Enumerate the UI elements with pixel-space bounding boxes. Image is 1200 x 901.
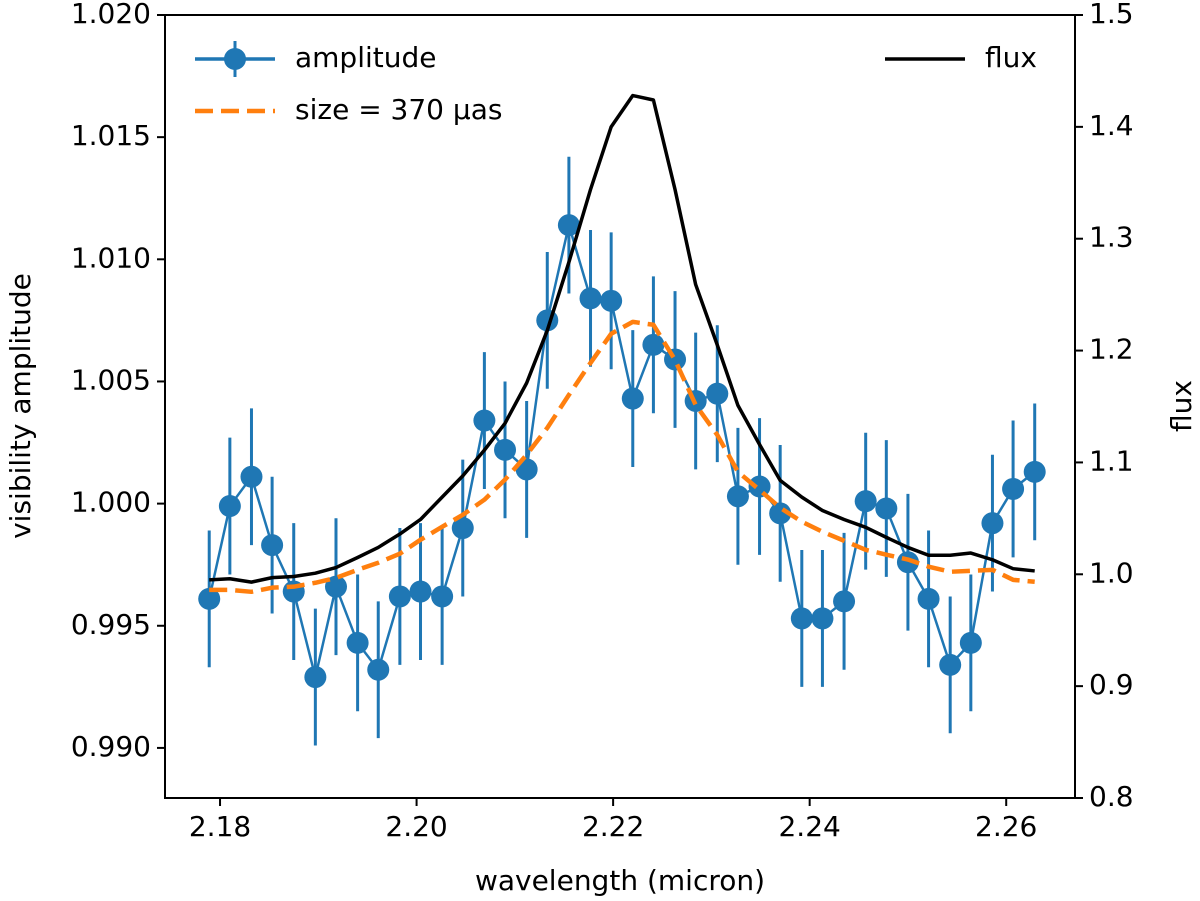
y2-tick-label: 1.0 — [1089, 556, 1134, 589]
y2-tick-label: 0.9 — [1089, 668, 1134, 701]
x-tick-label: 2.18 — [189, 810, 251, 843]
legend-label: amplitude — [295, 41, 437, 74]
data-point — [1023, 460, 1046, 483]
data-point — [790, 607, 813, 630]
data-point — [706, 382, 729, 405]
data-point — [981, 512, 1004, 535]
y-tick-label: 1.015 — [71, 119, 151, 152]
x-tick-label: 2.22 — [582, 810, 644, 843]
legend-label: size = 370 μas — [295, 93, 502, 126]
y2-tick-label: 1.2 — [1089, 333, 1134, 366]
y-axis-label: visibility amplitude — [4, 273, 37, 539]
data-point — [304, 666, 327, 689]
data-point — [875, 497, 898, 520]
series-line — [209, 319, 1035, 595]
data-point — [600, 289, 623, 312]
y-tick-label: 1.020 — [71, 0, 151, 30]
data-point — [431, 585, 454, 608]
y2-tick-label: 1.4 — [1089, 109, 1134, 142]
data-point — [324, 575, 347, 598]
y2-tick-label: 1.3 — [1089, 221, 1134, 254]
data-point — [451, 517, 474, 540]
data-point — [642, 333, 665, 356]
data-point — [261, 534, 284, 557]
data-point — [854, 490, 877, 513]
y2-tick-label: 0.8 — [1089, 780, 1134, 813]
data-point — [621, 387, 644, 410]
data-point — [346, 631, 369, 654]
x-axis-label: wavelength (micron) — [475, 864, 765, 897]
y-tick-label: 1.005 — [71, 363, 151, 396]
data-point — [240, 465, 263, 488]
y-tick-label: 0.990 — [71, 730, 151, 763]
data-point — [917, 587, 940, 610]
data-point — [833, 590, 856, 613]
y2-tick-label: 1.1 — [1089, 444, 1134, 477]
legend-label: flux — [985, 41, 1037, 74]
data-point — [494, 438, 517, 461]
data-point — [557, 214, 580, 237]
y2-tick-label: 1.5 — [1089, 0, 1134, 30]
y-tick-label: 1.000 — [71, 486, 151, 519]
y-tick-label: 1.010 — [71, 241, 151, 274]
y-tick-label: 0.995 — [71, 608, 151, 641]
data-point — [726, 485, 749, 508]
data-point — [579, 287, 602, 310]
data-point — [367, 658, 390, 681]
data-point — [218, 495, 241, 518]
data-point — [811, 607, 834, 630]
data-point — [1002, 477, 1025, 500]
data-point — [664, 348, 687, 371]
data-point — [959, 631, 982, 654]
data-point — [198, 587, 221, 610]
series-line — [209, 93, 1035, 584]
data-point — [769, 502, 792, 525]
x-tick-label: 2.24 — [778, 810, 840, 843]
y2-axis-label: flux — [1165, 380, 1198, 432]
plot-frame — [164, 14, 1076, 799]
series-line — [208, 223, 1036, 679]
x-tick-label: 2.26 — [975, 810, 1037, 843]
x-tick-label: 2.20 — [385, 810, 447, 843]
data-point — [388, 585, 411, 608]
legend-marker — [224, 48, 246, 70]
data-point — [939, 653, 962, 676]
data-point — [409, 580, 432, 603]
data-point — [473, 409, 496, 432]
